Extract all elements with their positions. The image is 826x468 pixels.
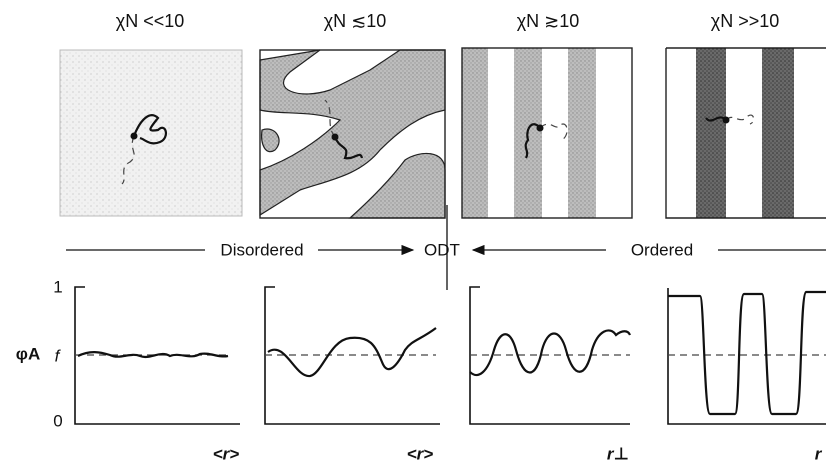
profile-plot (667, 288, 826, 425)
panel-title: χN >>10 (711, 11, 780, 31)
morphology-panel (259, 49, 446, 219)
profile-plot (74, 286, 240, 425)
y-axis-bottom: 0 (53, 411, 62, 430)
x-axis-label: <r> (407, 444, 434, 463)
y-axis-top: 1 (53, 277, 62, 296)
panel-title: χN ≳10 (517, 11, 580, 31)
x-axis-label: r⊥ (607, 444, 629, 463)
y-axis-mean: f (55, 346, 62, 365)
morphology-panel (461, 47, 633, 219)
phase-arrows (66, 205, 826, 290)
panel-title: χN <<10 (116, 11, 185, 31)
phase-label: ODT (424, 240, 460, 259)
x-axis-label: <r> (213, 444, 240, 463)
y-axis-name: φA (16, 344, 40, 363)
phase-label: Disordered (220, 240, 303, 259)
morphology-panel (59, 49, 243, 217)
phase-label: Ordered (631, 240, 693, 259)
profile-plot (264, 286, 440, 425)
profile-plot (469, 286, 632, 425)
morphology-panel (665, 47, 826, 219)
panel-title: χN ≲10 (324, 11, 387, 31)
x-axis-label: r (815, 444, 823, 463)
